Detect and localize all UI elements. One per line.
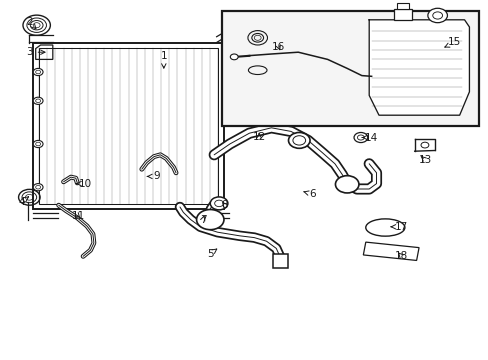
Circle shape	[230, 54, 238, 60]
Bar	[39, 48, 218, 204]
Circle shape	[36, 99, 41, 103]
Text: 4: 4	[19, 197, 28, 207]
Bar	[222, 11, 478, 126]
Text: 5: 5	[206, 249, 216, 259]
Text: 17: 17	[390, 222, 407, 232]
Text: 14: 14	[362, 132, 378, 143]
Text: 12: 12	[252, 132, 265, 142]
Circle shape	[335, 176, 358, 193]
Circle shape	[432, 12, 442, 19]
Text: 6: 6	[304, 189, 316, 199]
Text: 18: 18	[393, 251, 407, 261]
Text: 13: 13	[418, 155, 431, 165]
Text: 9: 9	[147, 171, 160, 181]
Circle shape	[33, 68, 43, 76]
Circle shape	[292, 136, 305, 145]
Circle shape	[214, 200, 223, 207]
Circle shape	[36, 70, 41, 74]
Text: 15: 15	[444, 37, 461, 48]
Circle shape	[36, 185, 41, 189]
Circle shape	[196, 210, 224, 230]
Circle shape	[33, 140, 43, 148]
Polygon shape	[368, 20, 468, 115]
Text: 8: 8	[221, 200, 228, 210]
Text: 2: 2	[26, 17, 36, 29]
Text: 7: 7	[199, 215, 206, 225]
Circle shape	[288, 132, 309, 148]
Circle shape	[236, 27, 245, 35]
Circle shape	[427, 8, 447, 23]
Circle shape	[33, 97, 43, 104]
Bar	[33, 43, 224, 209]
Text: 3: 3	[26, 47, 45, 57]
Circle shape	[210, 197, 227, 210]
Text: 11: 11	[71, 211, 85, 221]
Bar	[396, 3, 408, 9]
Text: 16: 16	[271, 42, 285, 52]
Circle shape	[33, 184, 43, 191]
Text: 10: 10	[76, 179, 92, 189]
Text: 1: 1	[160, 51, 167, 68]
Circle shape	[36, 142, 41, 146]
Bar	[272, 254, 287, 268]
Bar	[393, 9, 411, 20]
